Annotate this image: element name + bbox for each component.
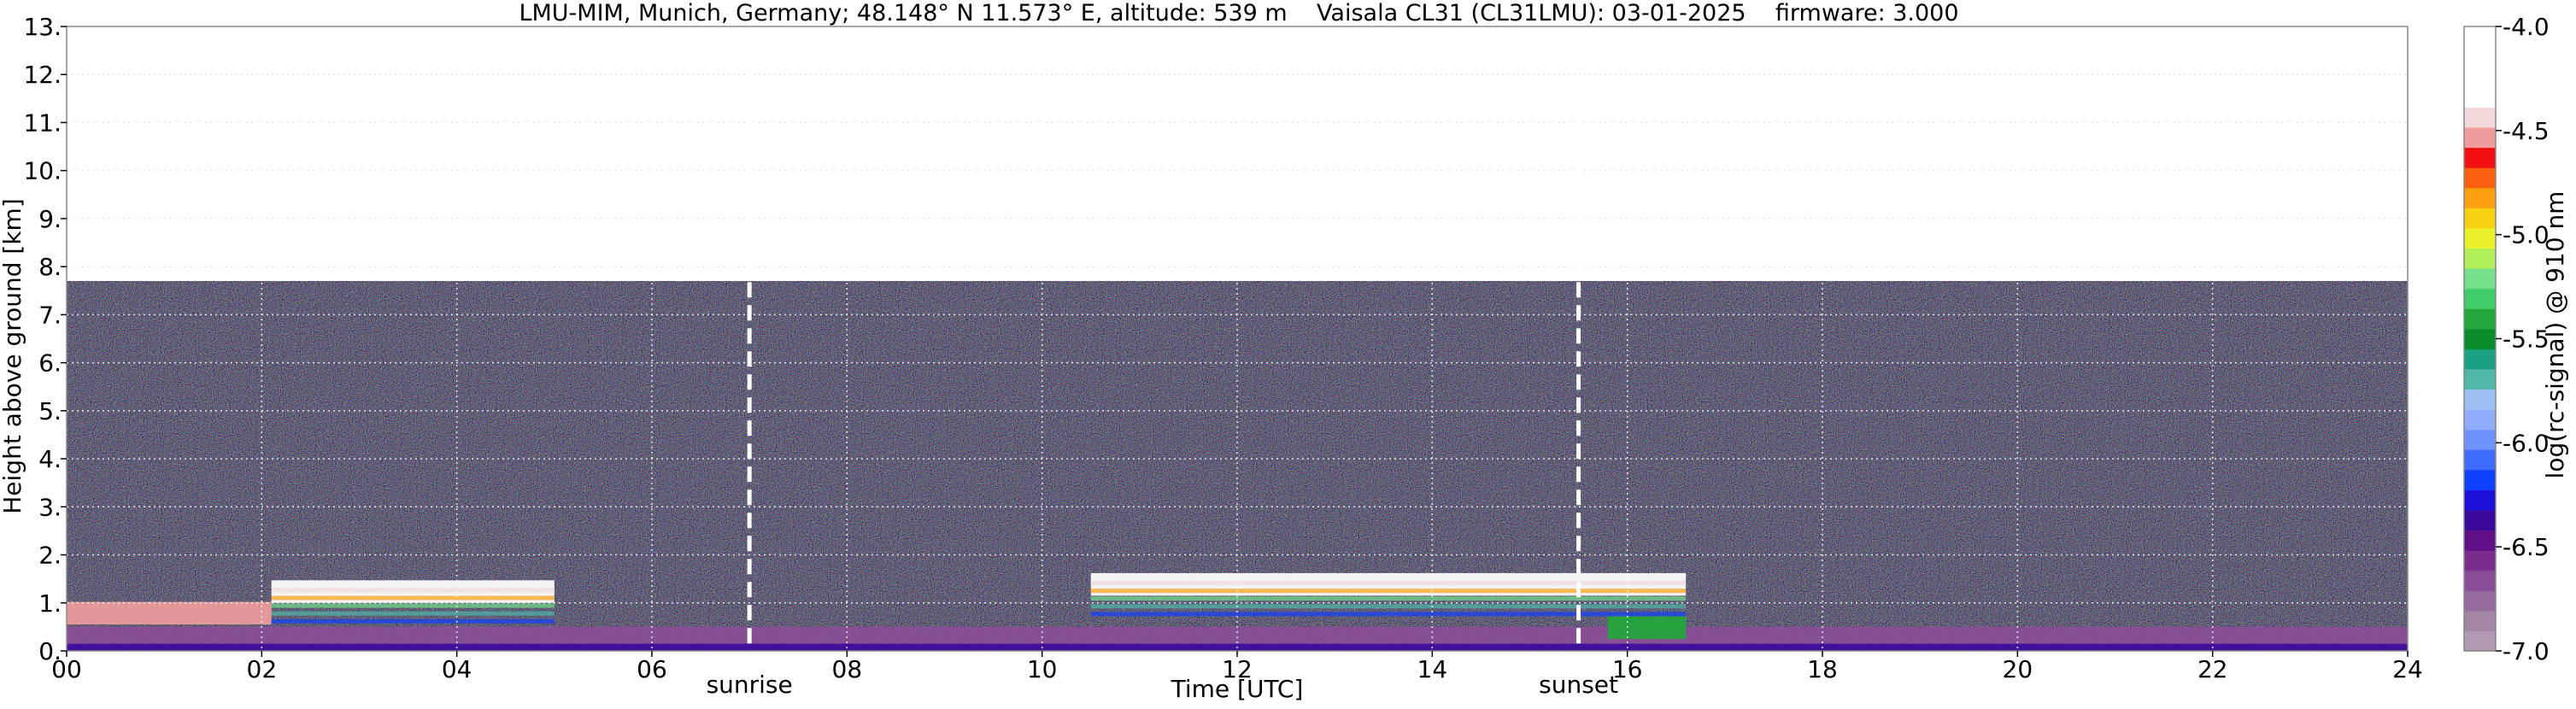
colorbar-swatch bbox=[2464, 429, 2496, 450]
event-label: sunset bbox=[1539, 671, 1618, 699]
colorbar-tick-label: -5.0 bbox=[2503, 221, 2550, 249]
colorbar-tick-label: -6.0 bbox=[2503, 429, 2550, 457]
y-tick-label: 10. bbox=[23, 157, 62, 185]
colorbar-swatch bbox=[2464, 308, 2496, 330]
x-tick-label: 06 bbox=[637, 655, 667, 683]
grid-lines bbox=[67, 26, 2408, 651]
x-tick-label: 00 bbox=[51, 655, 82, 683]
x-axis: 00 02 04 06 08 10 12 14 16 18 20 22 24 bbox=[51, 651, 2423, 683]
x-tick-label: 14 bbox=[1417, 655, 1448, 683]
feature-band bbox=[271, 603, 555, 608]
y-tick-label: 12. bbox=[23, 61, 62, 89]
colorbar-tick-label: -6.5 bbox=[2503, 533, 2550, 561]
x-tick-label: 02 bbox=[247, 655, 278, 683]
y-tick-label: 5. bbox=[38, 397, 62, 425]
colorbar-swatch bbox=[2464, 167, 2496, 189]
colorbar-swatch bbox=[2464, 107, 2496, 128]
feature-band bbox=[1090, 580, 1687, 585]
colorbar-swatch bbox=[2464, 86, 2496, 108]
y-axis-label: Height above ground [km] bbox=[0, 198, 26, 514]
y-tick-label: 11. bbox=[23, 108, 62, 137]
colorbar-swatch bbox=[2464, 126, 2496, 149]
colorbar-swatch bbox=[2464, 530, 2496, 551]
colorbar-swatch bbox=[2464, 630, 2496, 652]
y-axis: 0. 1. 2. 3. 4. 5. 6. 7. 8. 9. 10. 11. 12. 13. bbox=[23, 13, 67, 665]
colorbar-swatch bbox=[2464, 368, 2496, 390]
x-tick-label: 10 bbox=[1027, 655, 1058, 683]
feature-band bbox=[271, 588, 555, 593]
feature-layer bbox=[1607, 616, 1687, 639]
plot-area: sunrise sunset bbox=[66, 26, 2409, 699]
colorbar-tick-label: -4.0 bbox=[2503, 13, 2550, 41]
x-tick-label: 24 bbox=[2392, 655, 2423, 683]
feature-band bbox=[271, 611, 555, 616]
feature-band bbox=[1090, 612, 1687, 617]
y-tick-label: 7. bbox=[38, 301, 62, 329]
y-tick-label: 9. bbox=[38, 205, 62, 233]
chart-title: LMU-MIM, Munich, Germany; 48.148° N 11.5… bbox=[519, 0, 1958, 26]
colorbar-tick-label: -4.5 bbox=[2503, 117, 2550, 145]
y-tick-label: 6. bbox=[38, 349, 62, 378]
y-tick-label: 1. bbox=[38, 589, 62, 618]
x-tick-label: 20 bbox=[2003, 655, 2033, 683]
colorbar-swatch bbox=[2464, 590, 2496, 612]
colorbar-label: log(rc-signal) @ 910 nm bbox=[2541, 191, 2569, 479]
colorbar-swatch bbox=[2464, 208, 2496, 229]
y-tick-label: 2. bbox=[38, 542, 62, 570]
colorbar-swatch bbox=[2464, 187, 2496, 208]
sun-events: sunrise sunset bbox=[707, 74, 1618, 699]
colorbar-swatch bbox=[2464, 550, 2496, 571]
x-axis-label: Time [UTC] bbox=[1171, 675, 1304, 703]
x-tick-label: 08 bbox=[832, 655, 863, 683]
colorbar-swatch bbox=[2464, 489, 2496, 511]
colorbar-swatch bbox=[2464, 349, 2496, 370]
x-tick-label: 04 bbox=[442, 655, 472, 683]
feature-band bbox=[1090, 589, 1687, 594]
colorbar-swatch bbox=[2464, 409, 2496, 431]
y-tick-label: 4. bbox=[38, 445, 62, 473]
x-tick-label: 16 bbox=[1612, 655, 1643, 683]
feature-band bbox=[271, 595, 555, 601]
colorbar-swatch bbox=[2464, 509, 2496, 531]
event-label: sunrise bbox=[707, 671, 793, 699]
colorbar-swatch bbox=[2464, 570, 2496, 591]
feature-band bbox=[271, 618, 555, 624]
feature-band bbox=[1090, 604, 1687, 609]
colorbar-swatch bbox=[2464, 248, 2496, 269]
colorbar-swatch bbox=[2464, 46, 2496, 67]
colorbar: -7.0 -6.5 -6.0 -5.5 -5.0 -4.5 -4.0 bbox=[2463, 13, 2550, 665]
colorbar-tick-label: -5.5 bbox=[2503, 325, 2550, 354]
colorbar-swatch bbox=[2464, 288, 2496, 309]
feature-layer bbox=[67, 601, 272, 625]
feature-band bbox=[1090, 596, 1687, 601]
y-tick-label: 8. bbox=[38, 253, 62, 281]
y-tick-label: 0. bbox=[38, 637, 62, 665]
colorbar-swatch bbox=[2464, 389, 2496, 410]
colorbar-swatch bbox=[2464, 328, 2496, 349]
y-tick-label: 13. bbox=[23, 13, 62, 41]
colorbar-swatch bbox=[2464, 147, 2496, 168]
colorbar-swatch bbox=[2464, 267, 2496, 290]
colorbar-tick-label: -7.0 bbox=[2503, 637, 2550, 665]
colorbar-swatch bbox=[2464, 469, 2496, 490]
x-tick-label: 22 bbox=[2198, 655, 2228, 683]
colorbar-swatch bbox=[2464, 610, 2496, 632]
x-tick-label: 12 bbox=[1222, 655, 1253, 683]
colorbar-swatch bbox=[2464, 449, 2496, 471]
y-tick-label: 3. bbox=[38, 493, 62, 521]
colorbar-swatch bbox=[2464, 26, 2496, 48]
colorbar-swatch bbox=[2464, 67, 2496, 88]
x-tick-label: 18 bbox=[1807, 655, 1838, 683]
colorbar-swatch bbox=[2464, 227, 2496, 249]
